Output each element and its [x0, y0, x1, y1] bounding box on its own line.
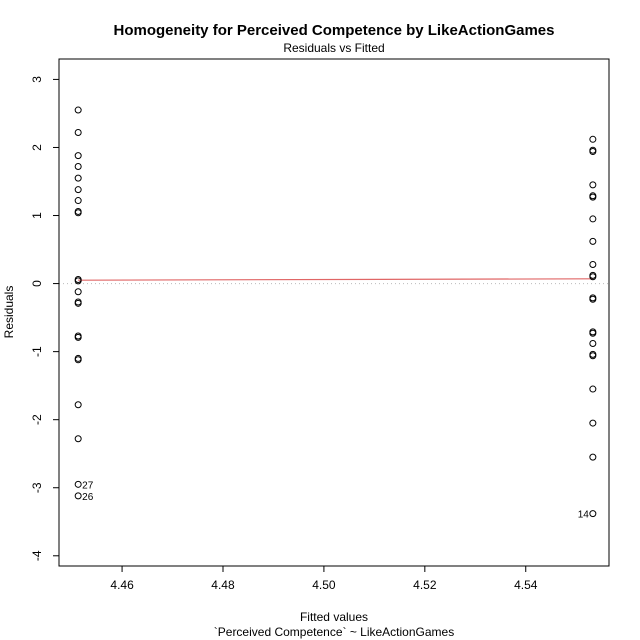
data-point — [589, 453, 597, 461]
data-point — [589, 193, 597, 201]
data-point — [589, 510, 597, 518]
y-tick-label: -2 — [30, 414, 44, 425]
smoother-line — [78, 278, 593, 281]
data-point — [589, 237, 597, 245]
y-axis-title: Residuals — [2, 286, 16, 339]
data-point — [74, 333, 82, 341]
data-point — [74, 288, 82, 296]
x-tick-label: 4.52 — [413, 578, 437, 592]
data-point — [589, 419, 597, 427]
y-tick-label: 3 — [30, 76, 44, 83]
data-point — [74, 299, 82, 307]
data-point — [589, 135, 597, 143]
y-tick-label: -1 — [30, 346, 44, 357]
data-point — [74, 197, 82, 205]
x-axis: 4.46 4.48 4.50 4.52 4.54 — [110, 566, 538, 592]
data-point — [74, 174, 82, 182]
data-point — [589, 385, 597, 393]
data-point — [589, 261, 597, 269]
data-point — [589, 295, 597, 303]
smoother-layer — [78, 278, 593, 281]
x-tick-label: 4.46 — [110, 578, 134, 592]
y-tick-label: -3 — [30, 482, 44, 493]
y-tick-label: -4 — [30, 550, 44, 561]
data-point — [74, 152, 82, 160]
data-point — [74, 128, 82, 136]
data-point — [589, 329, 597, 337]
data-point — [589, 181, 597, 189]
point-label: 14 — [578, 510, 590, 521]
data-point — [74, 163, 82, 171]
data-point — [74, 277, 82, 285]
point-label: 26 — [82, 492, 94, 503]
x-axis-subtitle: `Perceived Competence` ~ LikeActionGames — [214, 625, 454, 639]
y-axis: -4 -3 -2 -1 0 1 2 3 — [30, 76, 59, 561]
data-point — [74, 209, 82, 217]
point-label: 27 — [82, 480, 94, 491]
data-point — [74, 435, 82, 443]
data-point — [74, 492, 82, 500]
points-layer — [74, 106, 597, 518]
data-point — [589, 273, 597, 281]
x-axis-title: Fitted values — [300, 610, 368, 624]
data-point — [74, 480, 82, 488]
chart-subtitle: Residuals vs Fitted — [283, 41, 384, 55]
y-tick-label: 1 — [30, 212, 44, 219]
x-tick-label: 4.48 — [211, 578, 235, 592]
data-point — [74, 186, 82, 194]
x-tick-label: 4.50 — [312, 578, 336, 592]
data-point — [589, 148, 597, 156]
data-point — [589, 352, 597, 360]
data-point — [589, 215, 597, 223]
data-point — [74, 106, 82, 114]
chart-title: Homogeneity for Perceived Competence by … — [114, 22, 555, 39]
y-tick-label: 2 — [30, 144, 44, 151]
x-tick-label: 4.54 — [514, 578, 538, 592]
data-point — [589, 339, 597, 347]
data-point — [74, 401, 82, 409]
data-point — [74, 356, 82, 364]
y-tick-label: 0 — [30, 280, 44, 287]
plot-frame — [58, 58, 610, 567]
